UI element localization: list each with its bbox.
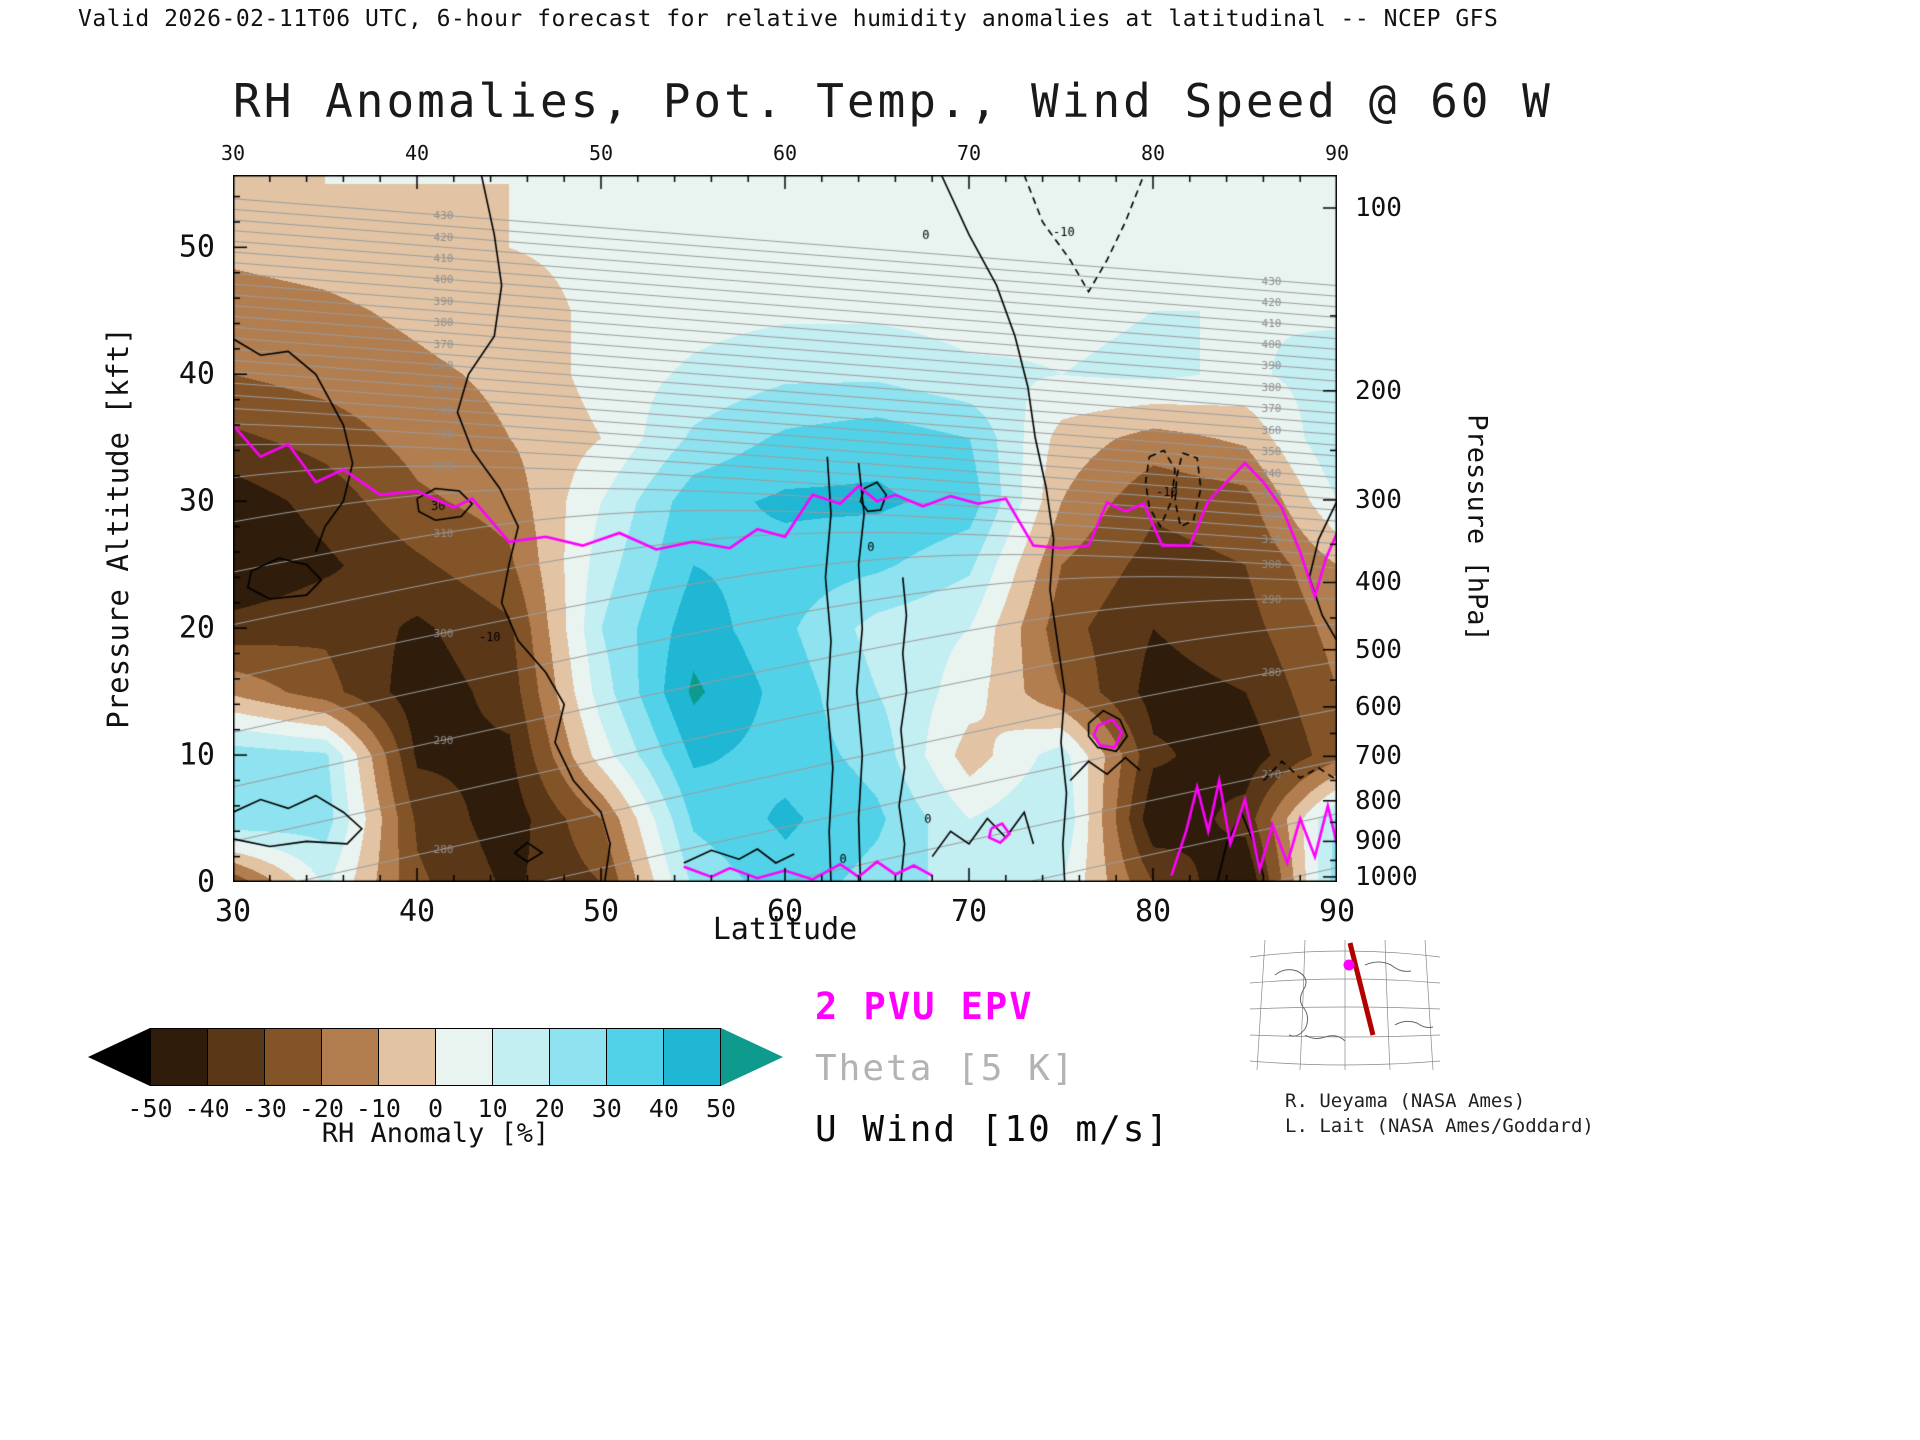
colorbar-tick-label: 10 xyxy=(477,1094,508,1123)
credit-line-1: R. Ueyama (NASA Ames) xyxy=(1285,1090,1526,1112)
colorbar-segment xyxy=(151,1029,208,1085)
right-y-tick-label: 600 xyxy=(1355,691,1402,722)
colorbar-segment xyxy=(664,1029,720,1085)
right-y-tick-label: 300 xyxy=(1355,484,1402,515)
colorbar-segment xyxy=(379,1029,436,1085)
colorbar-tick-label: -40 xyxy=(184,1094,230,1123)
left-y-tick-label: 10 xyxy=(178,737,215,773)
top-x-tick-label: 50 xyxy=(588,141,614,165)
right-y-tick-label: 100 xyxy=(1355,193,1402,223)
colorbar-over-arrow xyxy=(721,1028,783,1086)
colorbar-under-arrow xyxy=(88,1028,150,1086)
colorbar-tick-label: 20 xyxy=(534,1094,565,1123)
colorbar-tick-label: 50 xyxy=(705,1094,737,1123)
colorbar-segment xyxy=(607,1029,664,1085)
colorbar-tick-label: -10 xyxy=(355,1094,401,1123)
left-y-tick-label: 0 xyxy=(196,864,215,900)
cross-section-canvas xyxy=(233,175,1337,882)
legend-wind-entry: U Wind [10 m/s] xyxy=(815,1109,1171,1150)
cross-section-track-line xyxy=(1347,942,1376,1036)
colorbar-tick-label: -20 xyxy=(298,1094,344,1123)
top-x-tick-label: 90 xyxy=(1324,141,1350,165)
top-x-tick-label: 40 xyxy=(404,141,430,165)
location-inset-map xyxy=(1249,939,1441,1071)
right-y-tick-label: 700 xyxy=(1355,741,1402,772)
track-marker-dot xyxy=(1343,959,1355,971)
top-x-tick-label: 30 xyxy=(220,141,246,165)
colorbar-title: RH Anomaly [%] xyxy=(321,1118,550,1149)
credit-line-2: L. Lait (NASA Ames/Goddard) xyxy=(1285,1115,1594,1137)
colorbar-tick-label: -50 xyxy=(127,1094,173,1123)
legend-pvu-entry: 2 PVU EPV xyxy=(815,985,1034,1028)
colorbar-segment xyxy=(322,1029,379,1085)
legend-theta-entry: Theta [5 K] xyxy=(815,1048,1076,1089)
valid-time-line: Valid 2026-02-11T06 UTC, 6-hour forecast… xyxy=(78,6,1499,32)
right-y-tick-label: 800 xyxy=(1355,785,1402,816)
map-graticule xyxy=(1249,939,1441,1071)
left-y-tick-label: 50 xyxy=(178,229,215,265)
colorbar-segment xyxy=(550,1029,607,1085)
right-y-tick-label: 500 xyxy=(1355,634,1402,665)
right-y-tick-label: 400 xyxy=(1355,567,1402,598)
top-x-tick-label: 80 xyxy=(1140,141,1166,165)
colorbar-tick-label: 40 xyxy=(648,1094,679,1123)
legend: 2 PVU EPV Theta [5 K] U Wind [10 m/s] xyxy=(815,985,1170,1150)
colorbar-tick-label: -30 xyxy=(241,1094,287,1123)
colorbar-body xyxy=(150,1028,721,1086)
colorbar-segment xyxy=(265,1029,322,1085)
right-y-tick-label: 1000 xyxy=(1355,861,1418,892)
colorbar-segment xyxy=(208,1029,265,1085)
colorbar-tick-label: 0 xyxy=(427,1094,444,1123)
left-axis-title: Pressure Altitude [kft] xyxy=(101,327,135,729)
top-x-tick-label: 70 xyxy=(956,141,982,165)
x-axis-title: Latitude xyxy=(712,912,858,947)
top-x-tick-label: 60 xyxy=(772,141,798,165)
plot-title: RH Anomalies, Pot. Temp., Wind Speed @ 6… xyxy=(233,74,1553,128)
right-y-tick-label: 900 xyxy=(1355,826,1402,857)
rh-colorbar: -50 -40 -30 -20 -10 0 10 20 30 40 50 xyxy=(88,1028,783,1123)
colorbar-segment xyxy=(493,1029,550,1085)
left-y-tick-label: 30 xyxy=(178,483,215,519)
left-y-tick-label: 20 xyxy=(178,610,215,646)
left-y-tick-label: 40 xyxy=(178,356,215,392)
colorbar-tick-label: 30 xyxy=(591,1094,622,1123)
right-y-tick-label: 200 xyxy=(1355,375,1402,406)
right-axis-title: Pressure [hPa] xyxy=(1461,414,1493,642)
colorbar-segment xyxy=(436,1029,493,1085)
map-coastlines xyxy=(1274,961,1434,1042)
